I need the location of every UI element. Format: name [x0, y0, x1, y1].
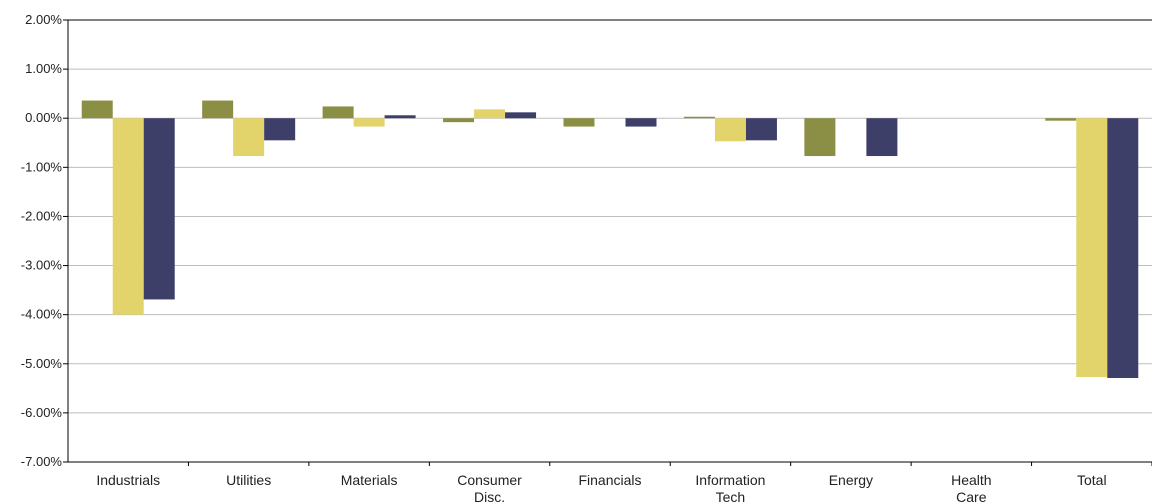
bar: [1045, 118, 1077, 121]
bar: [384, 115, 416, 119]
y-tick-label: -3.00%: [21, 258, 63, 273]
bar: [745, 118, 777, 141]
y-tick-label: -7.00%: [21, 454, 63, 469]
bar: [714, 118, 746, 142]
y-tick-label: -4.00%: [21, 307, 63, 322]
category-labels: Industrials Utilities Materials Consumer Dis…: [96, 472, 1106, 504]
bar: [505, 112, 537, 119]
category-label: Financials: [578, 472, 641, 488]
bar: [866, 118, 898, 157]
y-tick-label: -2.00%: [21, 208, 63, 223]
y-tick-label: -6.00%: [21, 405, 63, 420]
bar: [563, 118, 595, 127]
bar: [202, 100, 234, 119]
category-label: Health Care: [951, 472, 991, 504]
bar: [322, 106, 354, 119]
bar: [1076, 118, 1108, 378]
y-tick-label: 1.00%: [25, 61, 62, 76]
category-label: Energy: [829, 472, 873, 488]
bar: [1107, 118, 1139, 379]
category-label: Materials: [341, 472, 398, 488]
bar: [625, 118, 657, 127]
bar: [474, 109, 506, 119]
bar: [683, 116, 715, 119]
bar: [264, 118, 296, 141]
bar: [353, 118, 385, 127]
y-tick-label: -5.00%: [21, 356, 63, 371]
category-label: Consumer Disc.: [457, 472, 522, 504]
y-tick-label: 0.00%: [25, 110, 62, 125]
gridlines: [68, 68, 1152, 414]
bar: [443, 118, 475, 123]
y-tick-label: 2.00%: [25, 12, 62, 27]
y-tick-label: -1.00%: [21, 159, 63, 174]
bar: [143, 118, 175, 300]
category-label: Total: [1077, 472, 1107, 488]
bar: [804, 118, 836, 157]
bars: [81, 100, 1139, 379]
category-label: Information Tech: [695, 472, 765, 504]
category-label: Industrials: [96, 472, 160, 488]
bar: [81, 100, 113, 119]
bar: [112, 118, 144, 315]
axes: [63, 19, 1152, 466]
category-label: Utilities: [226, 472, 271, 488]
bar: [233, 118, 265, 157]
y-tick-labels: 2.00% 1.00% 0.00% -1.00% -2.00% -3.00% -4.00% -…: [21, 12, 63, 469]
